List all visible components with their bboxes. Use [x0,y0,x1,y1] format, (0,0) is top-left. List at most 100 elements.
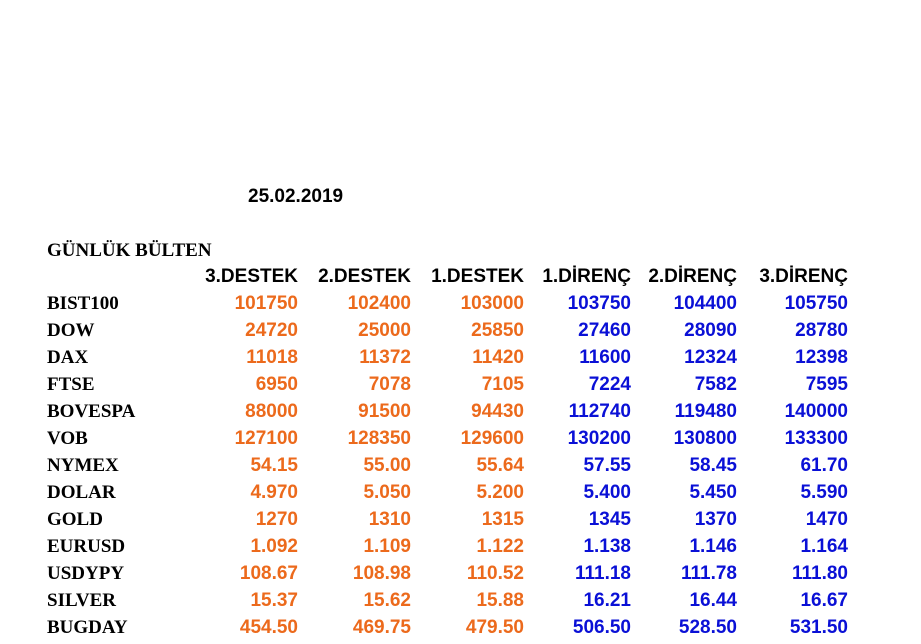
instrument-label: NYMEX [47,455,119,476]
value-resistance-1: 1.138 [583,536,631,557]
value-support-2: 469.75 [352,617,411,638]
value-resistance-3: 5.590 [800,482,848,503]
value-resistance-1: 11600 [579,347,631,368]
bulletin-date: 25.02.2019 [248,186,344,207]
value-resistance-2: 1370 [694,509,737,530]
header-support-2: 2.DESTEK [318,266,411,287]
value-resistance-3: 111.80 [791,563,848,584]
instrument-label: EURUSD [47,536,126,557]
value-resistance-3: 1470 [805,509,848,530]
value-support-2: 25000 [358,320,411,341]
value-resistance-1: 57.55 [583,455,631,476]
bulletin-title: GÜNLÜK BÜLTEN [47,240,212,261]
value-resistance-2: 5.450 [689,482,737,503]
value-support-3: 101750 [234,293,298,314]
value-resistance-2: 119480 [674,401,737,422]
value-resistance-1: 112740 [568,401,631,422]
table-row: DOW 24720 25000 25850 27460 28090 28780 [0,320,921,347]
value-resistance-3: 61.70 [800,455,848,476]
instrument-label: BUGDAY [47,617,128,638]
value-support-1: 103000 [460,293,524,314]
header-resistance-3: 3.DİRENÇ [759,266,848,287]
value-resistance-1: 27460 [578,320,631,341]
table-row: GOLD 1270 1310 1315 1345 1370 1470 [0,509,921,536]
value-support-2: 11372 [359,347,411,368]
value-support-2: 1.109 [363,536,411,557]
value-support-1: 7105 [481,374,524,395]
table-row: SILVER 15.37 15.62 15.88 16.21 16.44 16.67 [0,590,921,617]
value-resistance-3: 105750 [784,293,848,314]
value-support-3: 4.970 [250,482,298,503]
table-row: FTSE 6950 7078 7105 7224 7582 7595 [0,374,921,401]
value-support-1: 1.122 [476,536,524,557]
value-support-1: 55.64 [476,455,524,476]
value-resistance-1: 16.21 [583,590,631,611]
instrument-label: DOW [47,320,95,341]
value-resistance-3: 12398 [795,347,848,368]
value-resistance-2: 130800 [673,428,737,449]
value-support-3: 24720 [245,320,298,341]
value-resistance-1: 130200 [567,428,631,449]
table-row: USDYPY 108.67 108.98 110.52 111.18 111.78 111.… [0,563,921,590]
value-support-2: 7078 [368,374,411,395]
value-support-2: 102400 [347,293,411,314]
value-support-3: 11018 [246,347,298,368]
table-row: BOVESPA 88000 91500 94430 112740 119480 140000 [0,401,921,428]
value-support-3: 6950 [255,374,298,395]
value-resistance-1: 103750 [567,293,631,314]
header-resistance-2: 2.DİRENÇ [648,266,737,287]
value-resistance-3: 133300 [784,428,848,449]
value-resistance-2: 104400 [673,293,737,314]
value-resistance-2: 58.45 [689,455,737,476]
value-resistance-2: 111.78 [680,563,737,584]
value-resistance-1: 506.50 [572,617,631,638]
value-support-3: 108.67 [239,563,298,584]
value-support-3: 1270 [255,509,298,530]
value-support-1: 11420 [472,347,524,368]
value-support-1: 25850 [471,320,524,341]
instrument-label: GOLD [47,509,103,530]
instrument-label: BOVESPA [47,401,136,422]
value-resistance-2: 28090 [684,320,737,341]
value-resistance-1: 7224 [588,374,631,395]
value-resistance-1: 111.18 [574,563,631,584]
instrument-label: DOLAR [47,482,116,503]
value-resistance-2: 12324 [684,347,737,368]
instrument-label: BIST100 [47,293,119,314]
value-support-2: 5.050 [363,482,411,503]
value-resistance-3: 140000 [784,401,848,422]
instrument-label: VOB [47,428,88,449]
instrument-label: DAX [47,347,89,368]
value-support-1: 110.52 [466,563,524,584]
header-resistance-1: 1.DİRENÇ [542,266,631,287]
value-support-2: 108.98 [352,563,411,584]
table-row: VOB 127100 128350 129600 130200 130800 133300 [0,428,921,455]
value-resistance-3: 28780 [795,320,848,341]
value-support-3: 1.092 [250,536,298,557]
value-support-3: 15.37 [250,590,298,611]
value-support-2: 1310 [368,509,411,530]
value-support-2: 15.62 [363,590,411,611]
instrument-label: FTSE [47,374,95,395]
table-row: DOLAR 4.970 5.050 5.200 5.400 5.450 5.590 [0,482,921,509]
value-support-1: 129600 [460,428,524,449]
value-resistance-3: 7595 [805,374,848,395]
value-resistance-1: 1345 [588,509,631,530]
value-resistance-3: 16.67 [800,590,848,611]
table-row: DAX 11018 11372 11420 11600 12324 12398 [0,347,921,374]
value-resistance-2: 528.50 [678,617,737,638]
value-support-1: 5.200 [476,482,524,503]
value-resistance-2: 7582 [694,374,737,395]
value-resistance-3: 531.50 [789,617,848,638]
value-support-3: 127100 [234,428,298,449]
header-support-1: 1.DESTEK [431,266,524,287]
value-support-3: 54.15 [250,455,298,476]
instrument-label: USDYPY [47,563,125,584]
value-resistance-3: 1.164 [800,536,848,557]
instrument-label: SILVER [47,590,117,611]
value-support-1: 479.50 [465,617,524,638]
value-resistance-2: 1.146 [689,536,737,557]
value-resistance-1: 5.400 [583,482,631,503]
table-row: BIST100 101750 102400 103000 103750 104400 105… [0,293,921,320]
value-support-1: 1315 [481,509,524,530]
